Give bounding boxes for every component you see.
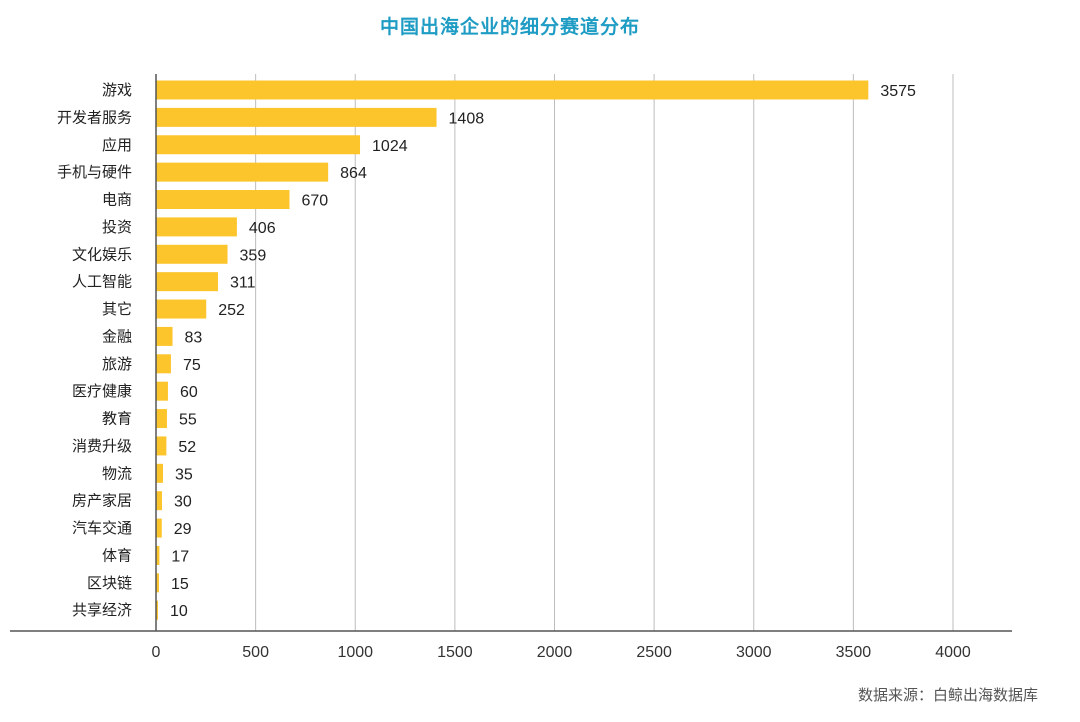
- category-label: 教育: [102, 410, 132, 428]
- grid-lines: [255, 74, 954, 631]
- source-label: 数据来源：: [857, 686, 933, 704]
- chart-title: 中国出海企业的细分赛道分布: [379, 16, 640, 38]
- x-tick-label: 4000: [935, 644, 971, 661]
- category-label: 旅游: [102, 355, 132, 373]
- x-tick-label: 500: [242, 644, 269, 661]
- category-label: 应用: [102, 136, 132, 154]
- data-label: 311: [230, 275, 256, 292]
- source-value: 白鲸出海数据库: [932, 686, 1038, 704]
- bar: [156, 381, 168, 401]
- axes: [10, 74, 1012, 632]
- x-tick-label: 3500: [836, 644, 872, 661]
- bar: [156, 436, 167, 456]
- x-tick-label: 3000: [736, 644, 772, 661]
- bar: [156, 299, 207, 319]
- category-label: 手机与硬件: [57, 163, 132, 181]
- category-label: 投资: [102, 218, 132, 236]
- data-label: 1408: [449, 110, 485, 127]
- category-label: 人工智能: [72, 273, 132, 291]
- data-label: 3575: [880, 83, 916, 100]
- category-label: 开发者服务: [57, 108, 132, 126]
- bar: [156, 135, 361, 155]
- data-label: 670: [301, 193, 328, 210]
- category-label: 物流: [102, 464, 132, 482]
- data-label: 29: [174, 521, 192, 538]
- bar: [156, 545, 160, 565]
- data-label: 83: [185, 329, 203, 346]
- category-label: 消费升级: [72, 437, 132, 455]
- bar: [156, 518, 162, 538]
- data-label: 10: [170, 603, 188, 620]
- bar: [156, 107, 437, 127]
- category-label: 医疗健康: [72, 382, 132, 400]
- data-label: 17: [171, 548, 189, 565]
- bar: [156, 217, 237, 237]
- category-label: 体育: [102, 546, 132, 564]
- data-label: 30: [174, 494, 192, 511]
- data-label: 406: [249, 220, 276, 237]
- data-label: 252: [218, 302, 245, 319]
- x-tick-label: 0: [152, 644, 161, 661]
- data-label: 359: [240, 247, 267, 264]
- bar: [156, 354, 171, 374]
- bar: [156, 573, 159, 593]
- bar: [156, 491, 162, 511]
- bar: [156, 244, 228, 264]
- category-label: 金融: [102, 327, 132, 345]
- bar: [156, 409, 167, 429]
- category-label: 区块链: [87, 574, 132, 592]
- bar: [156, 600, 158, 620]
- bar: [156, 463, 163, 483]
- bar: [156, 272, 218, 292]
- bar: [156, 190, 290, 210]
- source-note: 数据来源：白鲸出海数据库: [858, 684, 1038, 705]
- bar: [156, 80, 869, 100]
- category-label: 电商: [102, 191, 132, 209]
- category-label: 游戏: [102, 81, 132, 99]
- data-label: 35: [175, 466, 193, 483]
- data-label: 864: [340, 165, 367, 182]
- category-label: 文化娱乐: [72, 245, 132, 263]
- x-tick-label: 1000: [337, 644, 373, 661]
- x-tick-label: 1500: [437, 644, 473, 661]
- data-label: 15: [171, 576, 189, 593]
- bar: [156, 162, 329, 182]
- bars: [156, 80, 869, 620]
- data-label: 55: [179, 412, 197, 429]
- data-label: 52: [178, 439, 196, 456]
- data-label: 75: [183, 357, 201, 374]
- x-tick-label: 2500: [636, 644, 672, 661]
- category-label: 房产家居: [72, 492, 132, 510]
- category-label: 汽车交通: [72, 519, 132, 537]
- x-tick-label: 2000: [537, 644, 573, 661]
- data-label: 60: [180, 384, 198, 401]
- data-label: 1024: [372, 138, 408, 155]
- bar: [156, 326, 173, 346]
- category-label: 其它: [102, 300, 132, 318]
- category-label: 共享经济: [72, 601, 132, 619]
